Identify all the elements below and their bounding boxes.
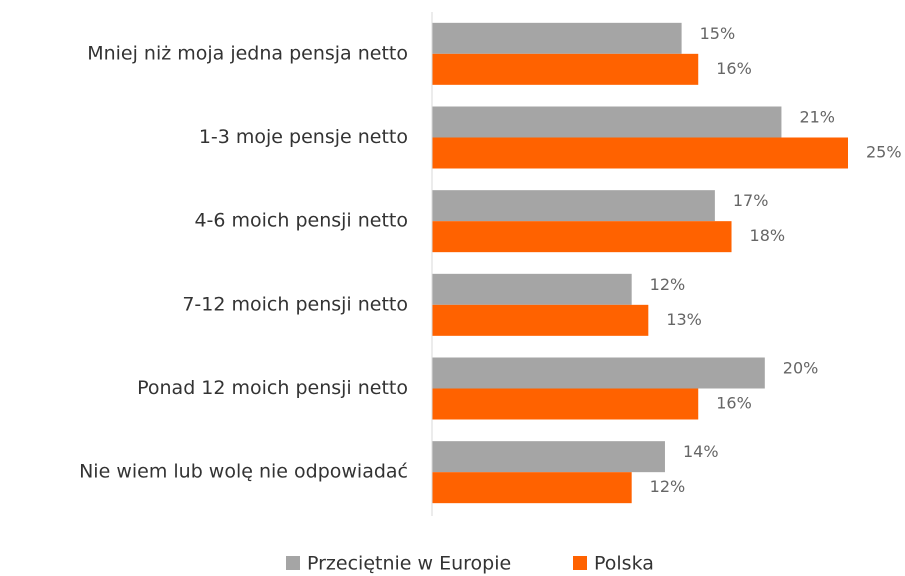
bar (432, 22, 682, 54)
category-label: Nie wiem lub wolę nie odpowiadać (79, 461, 408, 483)
bar (432, 304, 649, 336)
value-label: 21% (799, 108, 835, 127)
bar (432, 106, 782, 138)
value-label: 16% (716, 59, 752, 78)
bar (432, 273, 632, 305)
bar (432, 472, 632, 504)
value-label: 13% (666, 310, 702, 329)
bar (432, 388, 699, 420)
value-label: 18% (750, 226, 786, 245)
value-label: 15% (700, 24, 736, 43)
bar (432, 441, 665, 473)
value-label: 25% (866, 143, 902, 162)
legend-label: Przeciętnie w Europie (307, 553, 511, 575)
legend-swatch (573, 556, 587, 570)
category-label: 4-6 moich pensji netto (194, 210, 408, 232)
legend-swatch (286, 556, 300, 570)
bar (432, 221, 732, 253)
bar (432, 137, 848, 169)
bar (432, 53, 699, 85)
value-label: 20% (783, 359, 819, 378)
bar (432, 190, 715, 222)
category-label: Ponad 12 moich pensji netto (137, 377, 408, 399)
value-label: 17% (733, 191, 769, 210)
legend-label: Polska (594, 553, 654, 575)
bar (432, 357, 765, 389)
value-label: 14% (683, 442, 719, 461)
category-label: 1-3 moje pensje netto (199, 126, 408, 148)
value-label: 16% (716, 394, 752, 413)
value-label: 12% (650, 275, 686, 294)
category-label: Mniej niż moja jedna pensja netto (87, 42, 408, 64)
value-label: 12% (650, 477, 686, 496)
category-label: 7-12 moich pensji netto (182, 293, 408, 315)
